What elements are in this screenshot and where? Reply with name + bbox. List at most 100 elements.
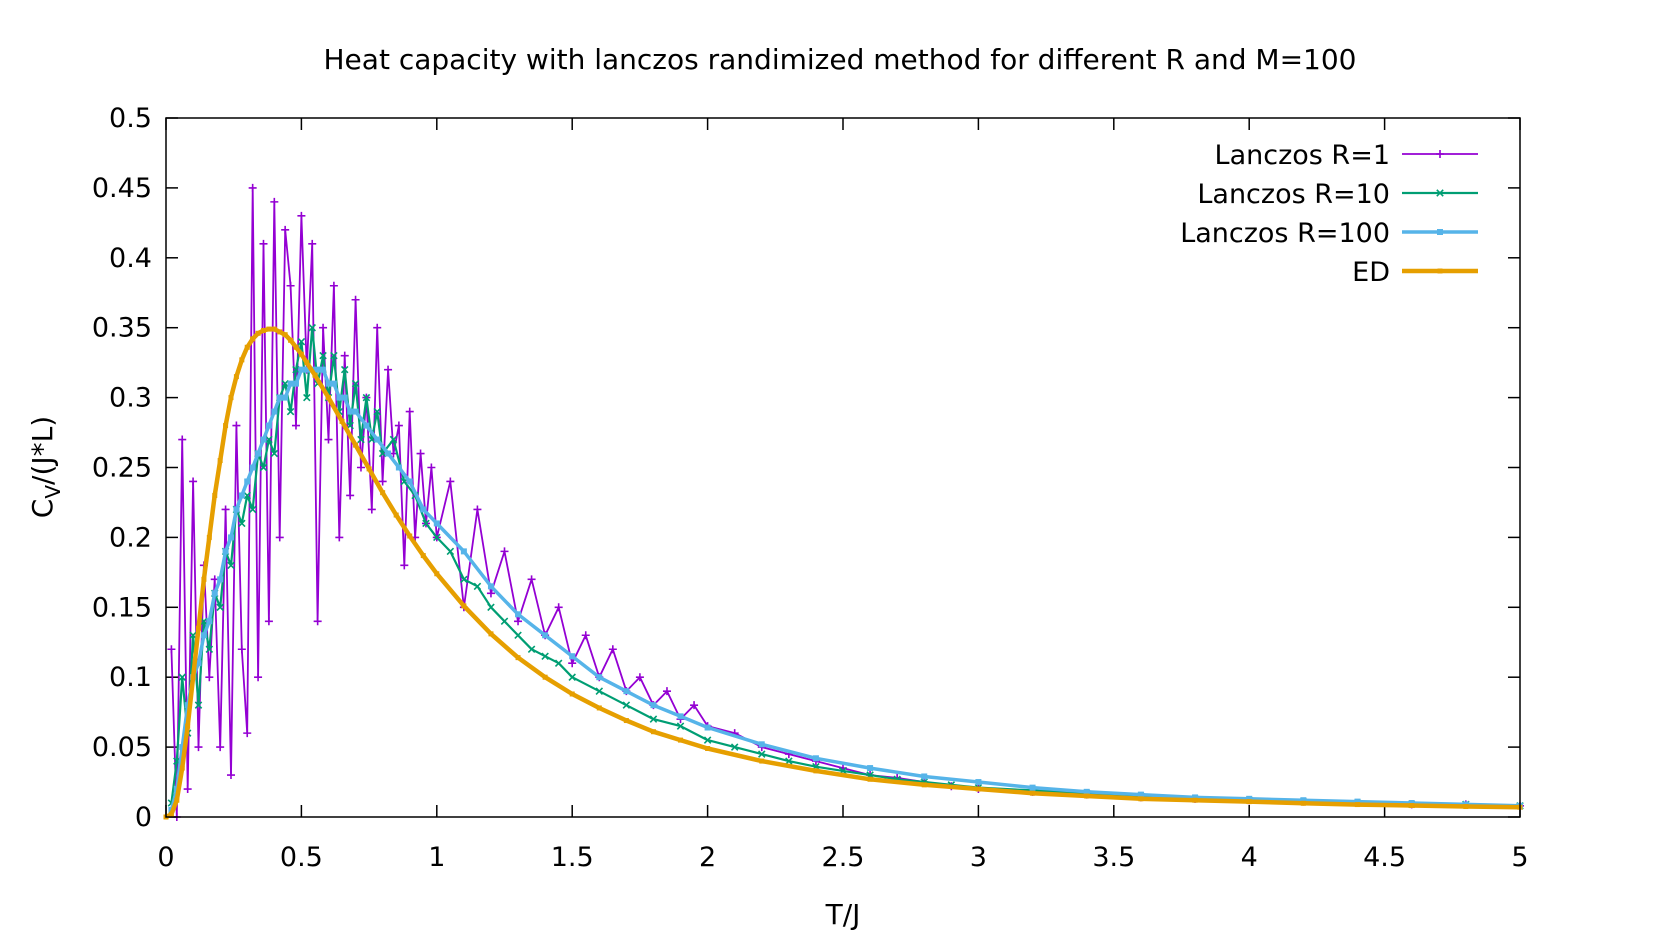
data-point	[554, 659, 563, 667]
series-2	[168, 366, 1523, 814]
legend-label: Lanczos R=1	[1215, 140, 1390, 171]
x-tick-label: 0	[157, 842, 174, 873]
data-point	[195, 660, 202, 667]
data-point	[515, 655, 521, 661]
data-point	[303, 393, 311, 402]
data-point	[460, 548, 467, 555]
data-point	[255, 330, 261, 336]
data-point	[232, 421, 241, 430]
legend-label: ED	[1352, 257, 1390, 288]
data-point	[250, 336, 256, 342]
x-tick-label: 3	[970, 842, 987, 873]
data-point	[1300, 797, 1307, 804]
legend-marker	[1437, 268, 1443, 274]
data-point	[1355, 802, 1361, 808]
data-point	[867, 765, 874, 772]
data-point	[222, 548, 229, 555]
data-point	[228, 395, 234, 401]
data-point	[226, 771, 235, 780]
data-point	[227, 561, 235, 570]
data-point	[1192, 794, 1199, 801]
data-point	[406, 478, 413, 485]
y-tick-label: 0.05	[92, 732, 152, 763]
y-tick-label: 0	[135, 802, 152, 833]
data-point	[1138, 796, 1144, 802]
data-point	[366, 466, 372, 472]
data-point	[374, 436, 381, 443]
data-point	[167, 645, 176, 654]
x-tick-label: 5	[1511, 842, 1528, 873]
data-point	[730, 743, 739, 751]
x-tick-label: 1	[428, 842, 445, 873]
svg-text:CV/(J*L): CV/(J*L)	[26, 416, 65, 518]
data-point	[201, 576, 207, 582]
data-point	[340, 365, 349, 374]
data-point	[541, 652, 549, 660]
data-point	[1084, 793, 1090, 799]
data-point	[233, 374, 239, 380]
data-point	[373, 407, 381, 416]
series-1	[167, 323, 1524, 810]
data-point	[227, 534, 234, 541]
data-point	[352, 408, 359, 415]
data-point	[304, 360, 310, 366]
x-tick-label: 3.5	[1092, 842, 1135, 873]
series-3	[163, 326, 1523, 820]
data-point	[378, 477, 387, 486]
data-point	[357, 435, 365, 444]
data-point	[298, 351, 304, 357]
data-point	[216, 743, 225, 752]
data-point	[393, 512, 399, 518]
data-point	[178, 673, 187, 681]
data-point	[308, 239, 317, 248]
data-point	[174, 797, 180, 803]
plot-frame	[165, 117, 1521, 818]
data-point	[195, 625, 201, 631]
data-point	[1246, 795, 1253, 802]
data-point	[662, 687, 671, 696]
data-point	[705, 745, 711, 751]
data-point	[325, 395, 331, 401]
data-point	[291, 421, 300, 430]
data-point	[168, 811, 174, 817]
data-point	[595, 687, 604, 695]
data-point	[362, 393, 371, 402]
data-point	[1354, 798, 1361, 805]
data-point	[1030, 790, 1036, 796]
data-point	[367, 505, 376, 514]
data-point	[320, 366, 327, 373]
data-point	[568, 673, 576, 681]
data-point	[420, 553, 426, 559]
data-point	[514, 617, 523, 626]
series-0	[167, 183, 1524, 821]
legend-marker	[1436, 150, 1444, 158]
data-point	[975, 779, 982, 786]
data-point	[433, 533, 441, 542]
data-point	[259, 463, 268, 472]
data-point	[238, 492, 245, 499]
data-point	[373, 323, 382, 332]
data-point	[185, 723, 191, 729]
data-point	[623, 718, 629, 724]
data-point	[1083, 788, 1090, 795]
data-point	[277, 329, 283, 335]
data-point	[189, 477, 198, 486]
data-point	[308, 323, 316, 332]
data-point	[758, 741, 765, 748]
data-point	[486, 589, 495, 598]
data-point	[249, 464, 256, 471]
data-point	[500, 617, 509, 626]
data-point	[254, 673, 263, 682]
data-point	[921, 773, 928, 780]
data-point	[265, 422, 272, 429]
data-point	[287, 380, 294, 387]
data-point	[244, 478, 251, 485]
data-point	[319, 323, 328, 332]
data-point	[190, 674, 196, 680]
data-point	[677, 713, 684, 720]
data-point	[271, 326, 277, 332]
data-point	[394, 421, 403, 430]
data-point	[270, 449, 279, 458]
data-point	[416, 449, 425, 458]
data-point	[297, 211, 306, 220]
